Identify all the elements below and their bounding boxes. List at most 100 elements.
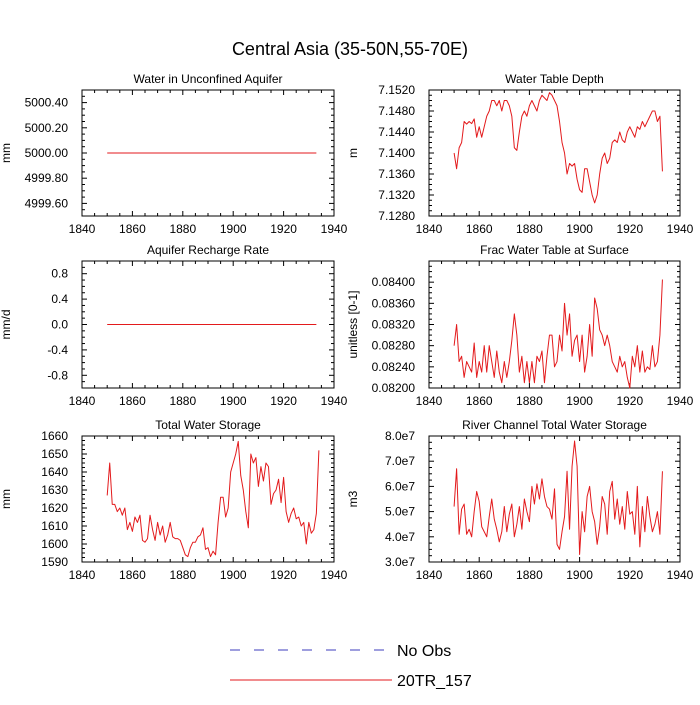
y-tick-label: 5000.20 xyxy=(25,121,69,135)
panel-title: Water Table Depth xyxy=(505,72,604,86)
x-tick-label: 1860 xyxy=(119,394,146,408)
y-tick-label: 0.08240 xyxy=(372,360,416,374)
x-tick-label: 1940 xyxy=(321,568,348,582)
panel-water-table-depth: Water Table Depth m 1840 1860 1880 1900 1920 19… xyxy=(346,72,694,236)
y-tick-label: 3.0e7 xyxy=(385,555,415,569)
y-tick-label: 7.0e7 xyxy=(385,454,415,468)
y-tick-label: 0.0 xyxy=(51,318,68,332)
y-tick-label: 0.08400 xyxy=(372,275,416,289)
legend: No Obs 20TR_157 xyxy=(230,643,472,690)
y-tick-label: 0.08200 xyxy=(372,381,416,395)
legend-label-no-obs: No Obs xyxy=(397,643,451,660)
y-axis-label: m xyxy=(346,148,360,158)
y-tick-label: 1630 xyxy=(41,483,68,497)
legend-label-20tr-157: 20TR_157 xyxy=(397,673,472,690)
y-tick-label: 0.08280 xyxy=(372,339,416,353)
x-tick-label: 1920 xyxy=(270,394,297,408)
y-tick-label: 7.1280 xyxy=(378,209,415,223)
y-axis-label: mm xyxy=(0,489,13,509)
x-tick-label: 1900 xyxy=(220,394,247,408)
panel-aquifer-recharge-rate: Aquifer Recharge Rate mm/d 1840 1860 1880 190… xyxy=(0,243,348,408)
y-tick-label: 5000.00 xyxy=(25,146,69,160)
y-tick-label: 7.1520 xyxy=(378,83,415,97)
y-tick-label: 0.08320 xyxy=(372,318,416,332)
y-tick-label: 1640 xyxy=(41,465,68,479)
y-tick-label: 4999.60 xyxy=(25,196,69,210)
y-tick-label: 1600 xyxy=(41,537,68,551)
y-tick-label: 7.1320 xyxy=(378,188,415,202)
x-tick-label: 1920 xyxy=(616,568,643,582)
y-tick-label: 1610 xyxy=(41,519,68,533)
x-tick-label: 1880 xyxy=(516,222,543,236)
panel-title: River Channel Total Water Storage xyxy=(462,418,647,432)
plot-frame xyxy=(428,260,681,389)
x-tick-label: 1940 xyxy=(667,222,694,236)
x-tick-label: 1880 xyxy=(516,394,543,408)
plot-frame xyxy=(81,435,335,563)
x-tick-label: 1880 xyxy=(516,568,543,582)
panel-title: Total Water Storage xyxy=(155,418,261,432)
y-tick-label: 7.1360 xyxy=(378,167,415,181)
panel-water-in-unconfined-aquifer: Water in Unconfined Aquifer mm 1840 1860 188… xyxy=(0,72,348,236)
panel-title: Frac Water Table at Surface xyxy=(480,243,629,257)
x-tick-label: 1840 xyxy=(416,222,443,236)
y-tick-label: 1650 xyxy=(41,447,68,461)
y-axis-label: m3 xyxy=(346,490,360,507)
x-tick-label: 1940 xyxy=(667,394,694,408)
panel-title: Aquifer Recharge Rate xyxy=(147,243,269,257)
x-tick-label: 1880 xyxy=(169,222,196,236)
y-tick-label: 7.1480 xyxy=(378,104,415,118)
panel-river-channel-total-water-storage: River Channel Total Water Storage m3 1840 1… xyxy=(346,418,694,582)
panel-frac-water-table-at-surface: Frac Water Table at Surface unitless [0-1… xyxy=(346,243,694,408)
x-tick-label: 1920 xyxy=(616,394,643,408)
x-tick-label: 1880 xyxy=(169,568,196,582)
y-tick-label: 5.0e7 xyxy=(385,505,415,519)
y-axis-label: mm xyxy=(0,143,13,163)
series-line-20tr-157 xyxy=(453,279,663,389)
x-tick-label: 1860 xyxy=(119,568,146,582)
y-tick-label: 0.08360 xyxy=(372,296,416,310)
series-line-20tr-157 xyxy=(106,440,320,558)
x-tick-label: 1900 xyxy=(566,394,593,408)
y-tick-label: 4999.80 xyxy=(25,171,69,185)
x-tick-label: 1840 xyxy=(69,394,96,408)
y-tick-label: 6.0e7 xyxy=(385,479,415,493)
y-tick-label: 0.4 xyxy=(51,292,68,306)
page-title: Central Asia (35-50N,55-70E) xyxy=(232,39,468,59)
x-tick-label: 1900 xyxy=(220,568,247,582)
y-tick-label: -0.4 xyxy=(47,343,68,357)
x-tick-label: 1860 xyxy=(466,222,493,236)
y-tick-label: 1660 xyxy=(41,429,68,443)
y-tick-label: 4.0e7 xyxy=(385,530,415,544)
y-tick-label: 0.8 xyxy=(51,267,68,281)
x-tick-label: 1900 xyxy=(220,222,247,236)
x-tick-label: 1880 xyxy=(169,394,196,408)
y-tick-label: 7.1440 xyxy=(378,125,415,139)
x-tick-label: 1920 xyxy=(270,568,297,582)
x-tick-label: 1920 xyxy=(270,222,297,236)
y-axis-label: unitless [0-1] xyxy=(346,290,360,358)
y-tick-label: 1620 xyxy=(41,501,68,515)
y-tick-label: 8.0e7 xyxy=(385,429,415,443)
y-axis-label: mm/d xyxy=(0,310,13,340)
plot-frame xyxy=(428,89,681,217)
x-tick-label: 1860 xyxy=(466,568,493,582)
x-tick-label: 1860 xyxy=(466,394,493,408)
y-tick-label: 5000.40 xyxy=(25,96,69,110)
x-tick-label: 1940 xyxy=(321,222,348,236)
x-tick-label: 1920 xyxy=(616,222,643,236)
series-line-20tr-157 xyxy=(453,92,663,204)
x-tick-label: 1900 xyxy=(566,568,593,582)
y-tick-label: 7.1400 xyxy=(378,146,415,160)
x-tick-label: 1840 xyxy=(69,568,96,582)
x-tick-label: 1840 xyxy=(416,568,443,582)
panel-title: Water in Unconfined Aquifer xyxy=(134,72,283,86)
series-line-20tr-157 xyxy=(453,440,663,555)
x-tick-label: 1860 xyxy=(119,222,146,236)
x-tick-label: 1940 xyxy=(321,394,348,408)
panel-total-water-storage: Total Water Storage mm 1840 1860 1880 1900 192… xyxy=(0,418,348,582)
x-tick-label: 1900 xyxy=(566,222,593,236)
y-tick-label: 1590 xyxy=(41,555,68,569)
x-tick-label: 1840 xyxy=(69,222,96,236)
